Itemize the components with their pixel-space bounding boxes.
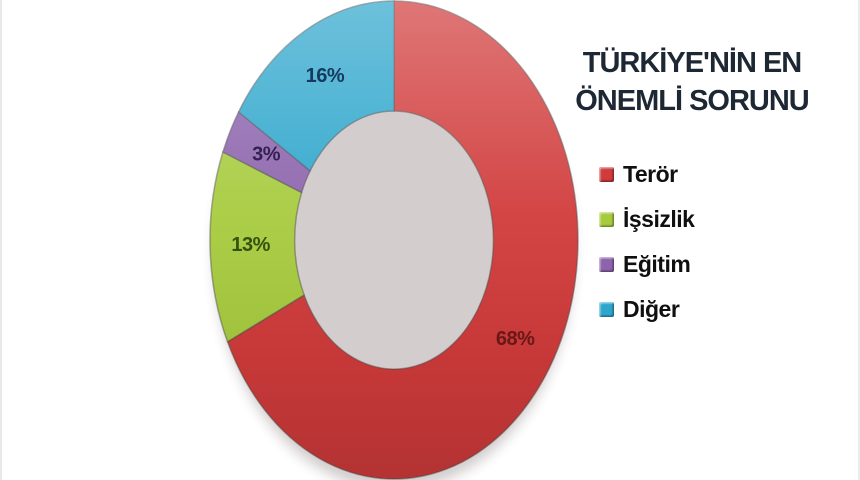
slice-labels: 68% 13% 3% 16% <box>231 65 535 350</box>
chart-title-line2: ÖNEMLİ SORUNU <box>575 85 810 117</box>
legend-label-teror: Terör <box>623 160 678 187</box>
slice-percentage-label-issizlik: 13% <box>231 234 270 256</box>
chart-title-line1: TÜRKİYE'NİN EN <box>582 47 802 79</box>
slice-percentage-label-egitim: 3% <box>252 144 281 166</box>
legend-item-teror: Terör <box>599 160 694 188</box>
legend-color-swatch-teror <box>599 166 614 182</box>
chart-title: TÜRKİYE'NİN EN ÖNEMLİ SORUNU <box>555 44 829 120</box>
legend-color-swatch-issizlik <box>599 211 614 227</box>
slice-percentage-label-teror: 68% <box>496 328 535 350</box>
legend-color-swatch-diger <box>599 301 614 317</box>
legend-color-swatch-egitim <box>599 256 614 272</box>
legend-item-issizlik: İşsizlik <box>599 205 695 233</box>
legend-item-egitim: Eğitim <box>599 250 694 278</box>
legend-item-diger: Diğer <box>599 295 694 323</box>
slice-percentage-label-diger: 16% <box>306 65 345 87</box>
legend-label-issizlik: İşsizlik <box>623 205 695 232</box>
chart-legend: Terör İşsizlik Eğitim Diğer <box>599 160 695 340</box>
legend-label-egitim: Eğitim <box>623 250 691 277</box>
legend-label-diger: Diğer <box>623 295 680 322</box>
